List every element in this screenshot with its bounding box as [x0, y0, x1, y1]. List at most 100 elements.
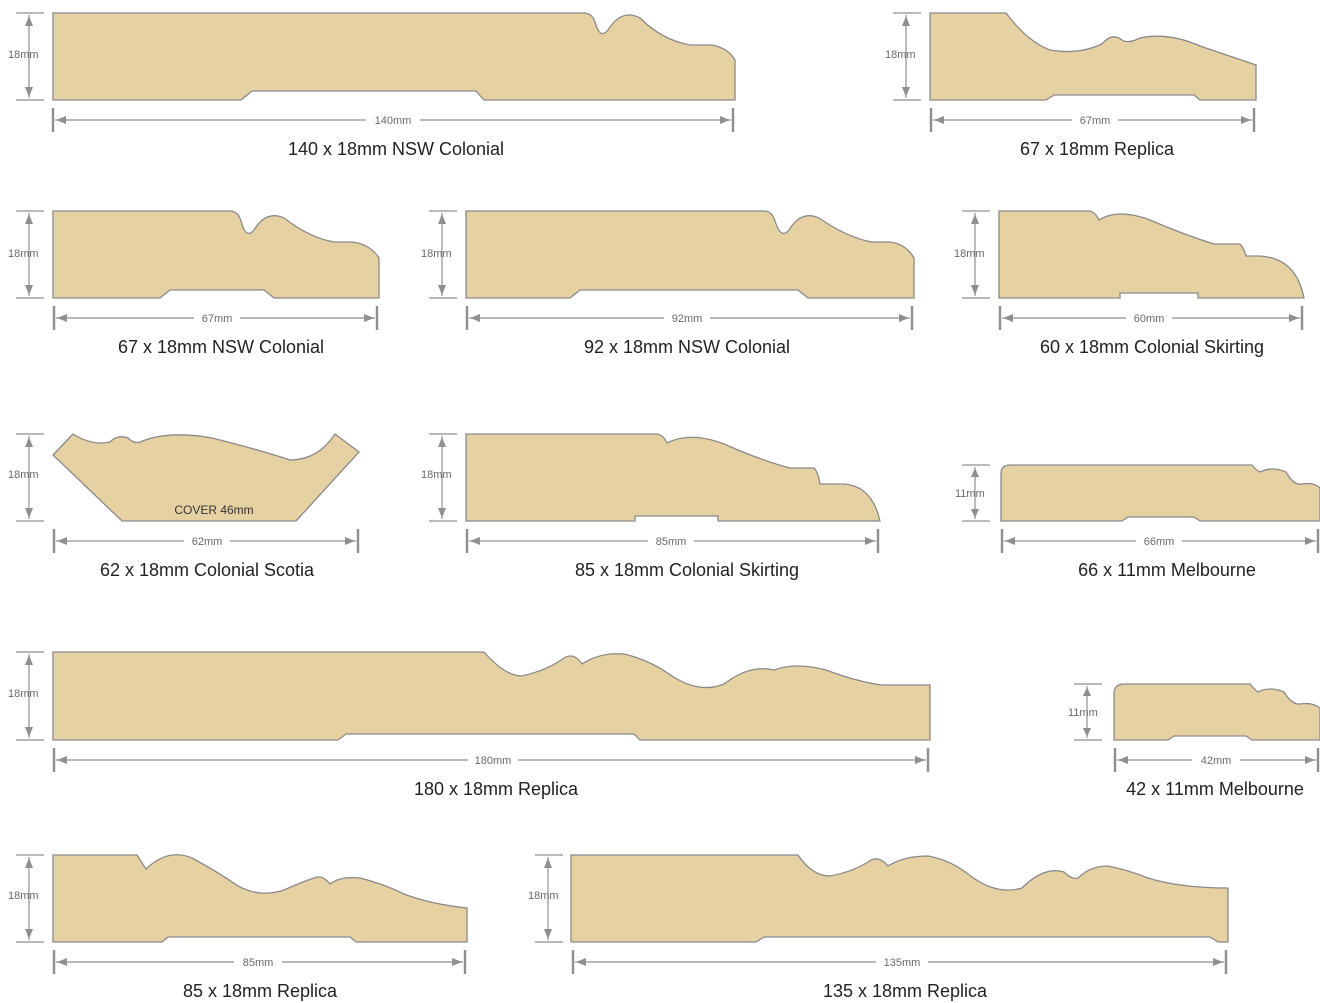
dimension-arrow — [25, 285, 33, 295]
dimension-arrow — [544, 929, 552, 939]
height-label: 11mm — [955, 488, 985, 500]
dimension-arrow — [1083, 687, 1091, 696]
dimension-arrow — [25, 727, 33, 737]
dimension-arrow — [544, 858, 552, 868]
width-label: 67mm — [202, 313, 233, 325]
width-label: 92mm — [672, 313, 703, 325]
dimension-arrow — [1241, 116, 1251, 124]
height-label: 18mm — [954, 248, 985, 260]
height-label: 18mm — [421, 469, 452, 481]
profile-caption: 140 x 18mm NSW Colonial — [287, 139, 505, 159]
dimension-arrow — [25, 655, 33, 665]
dimension-arrow — [57, 756, 67, 764]
dimension-arrow — [1305, 537, 1315, 545]
moulding-shape — [52, 433, 360, 522]
dimension-arrow — [438, 214, 446, 224]
dimension-arrow — [57, 314, 67, 322]
dimension-arrow — [902, 87, 910, 97]
dimension-arrow — [1003, 314, 1013, 322]
height-label: 18mm — [885, 49, 916, 61]
width-label: 60mm — [1134, 313, 1165, 325]
dimension-arrow — [1118, 756, 1128, 764]
moulding-shape — [465, 433, 881, 522]
dimension-arrow — [915, 756, 925, 764]
dimension-arrow — [25, 929, 33, 939]
dimension-arrow — [452, 958, 462, 966]
moulding-shape — [465, 210, 915, 299]
dimension-arrow — [438, 508, 446, 518]
height-label: 18mm — [421, 248, 452, 260]
profile-caption: 85 x 18mm Colonial Skirting — [574, 560, 800, 580]
width-label: 135mm — [884, 957, 921, 969]
profile-caption: 180 x 18mm Replica — [413, 779, 579, 799]
dimension-arrow — [971, 285, 979, 295]
moulding-shape — [929, 12, 1257, 101]
profile-caption: 67 x 18mm NSW Colonial — [117, 337, 325, 357]
profile-caption: 62 x 18mm Colonial Scotia — [99, 560, 315, 580]
dimension-arrow — [1213, 958, 1223, 966]
dimension-arrow — [899, 314, 909, 322]
moulding-shape — [570, 854, 1229, 943]
height-label: 18mm — [528, 890, 559, 902]
width-label: 67mm — [1080, 115, 1111, 127]
height-label: 18mm — [8, 890, 39, 902]
profile-caption: 60 x 18mm Colonial Skirting — [1039, 337, 1265, 357]
dimension-arrow — [971, 214, 979, 224]
profile-caption: 85 x 18mm Replica — [182, 981, 338, 1001]
width-label: 42mm — [1201, 755, 1232, 767]
cover-label: COVER 46mm — [174, 503, 253, 517]
moulding-shape — [52, 12, 736, 101]
dimension-arrow — [865, 537, 875, 545]
dimension-arrow — [576, 958, 586, 966]
height-label: 18mm — [8, 688, 39, 700]
dimension-arrow — [57, 958, 67, 966]
width-label: 85mm — [656, 536, 687, 548]
dimension-arrow — [470, 537, 480, 545]
profile-caption: 66 x 11mm Melbourne — [1078, 560, 1256, 580]
dimension-arrow — [902, 16, 910, 26]
width-label: 85mm — [243, 957, 274, 969]
moulding-shape — [52, 210, 380, 299]
width-label: 66mm — [1144, 536, 1175, 548]
moulding-shape — [998, 210, 1305, 299]
width-label: 140mm — [375, 115, 412, 127]
dimension-arrow — [25, 437, 33, 447]
dimension-arrow — [934, 116, 944, 124]
dimension-arrow — [1083, 728, 1091, 737]
width-label: 180mm — [475, 755, 512, 767]
width-label: 62mm — [192, 536, 223, 548]
dimension-arrow — [25, 214, 33, 224]
dimension-arrow — [56, 116, 66, 124]
dimension-arrow — [720, 116, 730, 124]
dimension-arrow — [364, 314, 374, 322]
dimension-arrow — [438, 285, 446, 295]
dimension-arrow — [345, 537, 355, 545]
dimension-arrow — [438, 437, 446, 447]
moulding-shape — [52, 651, 931, 741]
profile-caption: 42 x 11mm Melbourne — [1126, 779, 1304, 799]
dimension-arrow — [25, 87, 33, 97]
dimension-arrow — [1289, 314, 1299, 322]
dimension-arrow — [25, 508, 33, 518]
profile-caption: 92 x 18mm NSW Colonial — [583, 337, 791, 357]
dimension-arrow — [971, 468, 979, 477]
profile-caption: 135 x 18mm Replica — [822, 981, 988, 1001]
moulding-shape — [52, 854, 468, 943]
height-label: 11mm — [1068, 707, 1098, 719]
dimension-arrow — [470, 314, 480, 322]
dimension-arrow — [971, 509, 979, 518]
dimension-arrow — [1305, 756, 1315, 764]
dimension-arrow — [57, 537, 67, 545]
height-label: 18mm — [8, 469, 39, 481]
